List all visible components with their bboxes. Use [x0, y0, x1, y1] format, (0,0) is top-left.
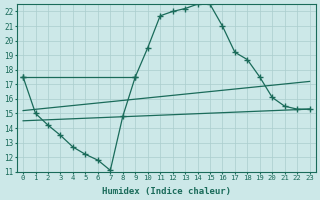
X-axis label: Humidex (Indice chaleur): Humidex (Indice chaleur) — [102, 187, 231, 196]
